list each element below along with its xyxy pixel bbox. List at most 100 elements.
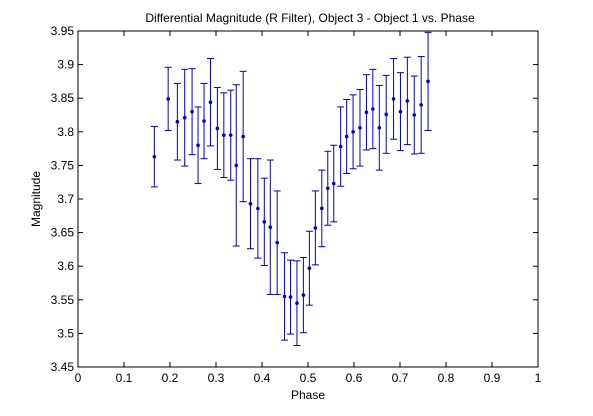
point-marker — [241, 134, 245, 139]
data-point — [337, 106, 345, 187]
point-marker — [325, 186, 330, 191]
data-point — [390, 58, 398, 140]
y-tick-label: 3.85 — [51, 91, 75, 105]
data-point — [164, 66, 172, 131]
x-tick-label: 0.5 — [300, 371, 317, 385]
point-marker — [256, 206, 260, 211]
chart-title: Differential Magnitude (R Filter), Objec… — [145, 11, 475, 25]
point-marker — [175, 119, 180, 124]
x-tick-label: 0.6 — [346, 371, 363, 385]
point-marker — [234, 163, 239, 168]
point-marker — [331, 181, 336, 186]
data-point — [227, 89, 235, 181]
point-marker — [391, 97, 396, 101]
point-marker — [275, 240, 279, 245]
point-marker — [307, 266, 312, 271]
data-point — [293, 260, 301, 346]
data-point — [375, 84, 383, 171]
axis-ticks: 0 0.1 0.2 0.3 0.4 0.5 0.6 0.7 0.8 0.9 1 3.45 3.5 3.55… — [51, 24, 542, 385]
point-marker — [364, 110, 369, 115]
data-point — [396, 72, 404, 152]
x-tick-label: 0.8 — [438, 371, 455, 385]
point-marker — [377, 125, 382, 130]
point-marker — [384, 112, 389, 117]
data-point — [311, 190, 319, 266]
point-marker — [426, 79, 430, 84]
plot-area — [77, 30, 539, 368]
data-point — [213, 86, 221, 170]
x-tick-label: 0.4 — [254, 371, 271, 385]
y-tick-label: 3.5 — [57, 326, 74, 340]
data-point — [239, 70, 247, 203]
point-marker — [248, 201, 253, 206]
point-marker — [358, 125, 362, 130]
data-point — [181, 68, 189, 167]
point-marker — [282, 294, 287, 299]
data-point — [403, 56, 411, 146]
point-marker — [202, 119, 206, 123]
data-point — [410, 75, 418, 155]
data-point — [150, 125, 158, 188]
y-tick-label: 3.55 — [51, 293, 75, 307]
data-point — [260, 177, 268, 267]
data-point — [424, 31, 432, 131]
point-marker — [338, 144, 343, 149]
x-tick-label: 0.3 — [208, 371, 225, 385]
data-point — [362, 74, 370, 151]
data-point — [200, 82, 208, 160]
data-point — [247, 158, 254, 250]
point-marker — [419, 103, 423, 107]
data-point — [206, 58, 214, 147]
data-point — [194, 106, 202, 185]
point-marker — [215, 126, 220, 131]
point-marker — [182, 115, 187, 120]
data-point — [188, 68, 196, 156]
point-marker — [268, 225, 273, 230]
point-marker — [301, 293, 306, 297]
data-point — [287, 259, 295, 335]
x-axis-title: Phase — [291, 388, 325, 402]
point-marker — [222, 133, 226, 137]
point-marker — [228, 133, 233, 137]
x-tick-label: 1 — [535, 371, 542, 385]
data-point — [266, 159, 274, 295]
point-marker — [166, 97, 170, 101]
point-marker — [208, 100, 213, 105]
data-point — [305, 230, 313, 306]
y-axis-title: Magnitude — [29, 171, 43, 227]
y-tick-label: 3.7 — [57, 192, 74, 206]
x-tick-label: 0.1 — [116, 371, 133, 385]
data-point — [173, 82, 181, 161]
point-marker — [196, 143, 200, 148]
y-tick-label: 3.65 — [51, 226, 75, 240]
point-marker — [262, 220, 267, 224]
data-point — [330, 144, 338, 223]
data-point — [299, 256, 307, 334]
data-point — [220, 92, 228, 178]
x-tick-label: 0.9 — [484, 371, 501, 385]
x-tick-label: 0.2 — [162, 371, 179, 385]
point-marker — [412, 113, 417, 117]
data-point — [254, 158, 262, 259]
x-tick-label: 0.7 — [392, 371, 409, 385]
x-tick-label: 0 — [75, 371, 82, 385]
point-marker — [288, 295, 293, 299]
data-point — [343, 99, 351, 174]
data-point — [382, 74, 390, 154]
data-point — [417, 56, 425, 154]
y-tick-label: 3.45 — [51, 360, 75, 374]
data-point — [356, 88, 364, 167]
point-marker — [405, 99, 410, 103]
point-marker — [295, 301, 299, 305]
data-point — [273, 190, 281, 295]
point-marker — [344, 134, 349, 139]
y-tick-label: 3.8 — [57, 125, 74, 139]
point-marker — [320, 206, 324, 211]
y-tick-label: 3.75 — [51, 158, 75, 172]
point-marker — [152, 154, 157, 159]
y-tick-label: 3.9 — [57, 58, 74, 72]
data-marks — [150, 31, 432, 346]
data-point — [232, 84, 240, 247]
